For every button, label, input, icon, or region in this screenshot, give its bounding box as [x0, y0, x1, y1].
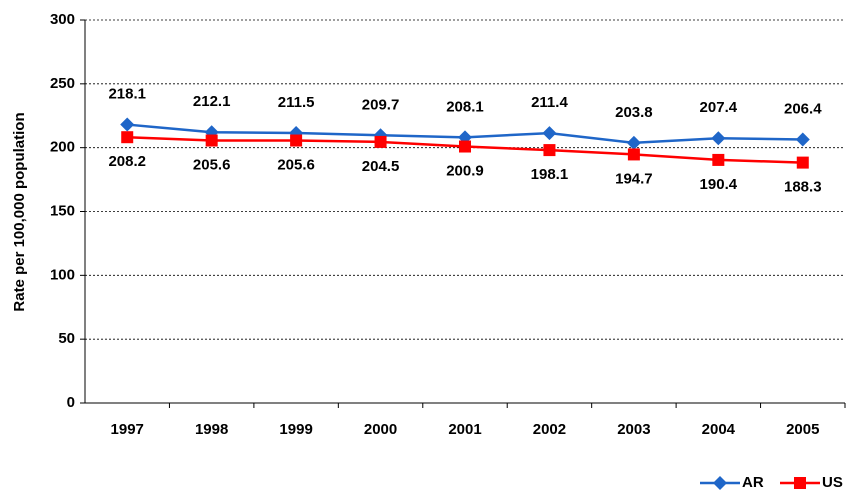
point	[374, 135, 387, 148]
y-tick-label: 200	[50, 139, 75, 156]
point	[626, 135, 641, 150]
data-label: 209.7	[362, 96, 400, 113]
data-label: 208.2	[108, 153, 146, 170]
data-label: 207.4	[700, 99, 738, 116]
point	[712, 153, 725, 166]
legend-label: US	[822, 474, 843, 491]
data-label: 208.1	[446, 98, 484, 115]
point	[121, 131, 134, 144]
point	[713, 476, 727, 490]
point	[205, 134, 218, 147]
data-label: 194.7	[615, 170, 653, 187]
data-label: 200.9	[446, 162, 484, 179]
point	[459, 140, 471, 153]
point	[794, 477, 806, 489]
x-tick-label: 2001	[448, 421, 481, 438]
x-tick-label: 1998	[195, 421, 228, 438]
point	[795, 132, 810, 147]
data-label: 211.4	[531, 94, 568, 111]
data-label: 188.3	[784, 179, 822, 196]
point	[542, 126, 557, 141]
x-tick-label: 2000	[364, 421, 397, 438]
y-tick-label: 0	[67, 394, 75, 411]
y-tick-label: 100	[50, 266, 75, 283]
y-tick-label: 50	[58, 330, 75, 347]
data-label: 211.5	[278, 94, 315, 111]
x-tick-label: 2004	[702, 421, 736, 438]
y-tick-label: 250	[50, 75, 75, 92]
x-tick-label: 2003	[617, 421, 650, 438]
data-label: 205.6	[277, 156, 315, 173]
legend-label: AR	[742, 474, 764, 491]
data-label: 218.1	[108, 86, 146, 103]
data-label: 190.4	[700, 176, 738, 193]
y-tick-label: 300	[50, 11, 75, 28]
data-label: 203.8	[615, 104, 653, 121]
y-tick-label: 150	[50, 202, 75, 219]
data-label: 206.4	[784, 100, 822, 117]
x-tick-label: 1997	[111, 421, 144, 438]
x-tick-label: 1999	[279, 421, 312, 438]
x-tick-label: 2002	[533, 421, 566, 438]
data-label: 198.1	[531, 166, 569, 183]
data-label: 205.6	[193, 156, 231, 173]
x-tick-label: 2005	[786, 421, 819, 438]
data-label: 212.1	[193, 93, 231, 110]
point	[711, 131, 726, 146]
point	[796, 156, 809, 169]
point	[627, 148, 640, 161]
data-label: 204.5	[362, 158, 400, 175]
point	[290, 134, 303, 147]
point	[543, 144, 556, 157]
y-axis-title: Rate per 100,000 population	[11, 112, 28, 311]
point	[120, 117, 135, 132]
